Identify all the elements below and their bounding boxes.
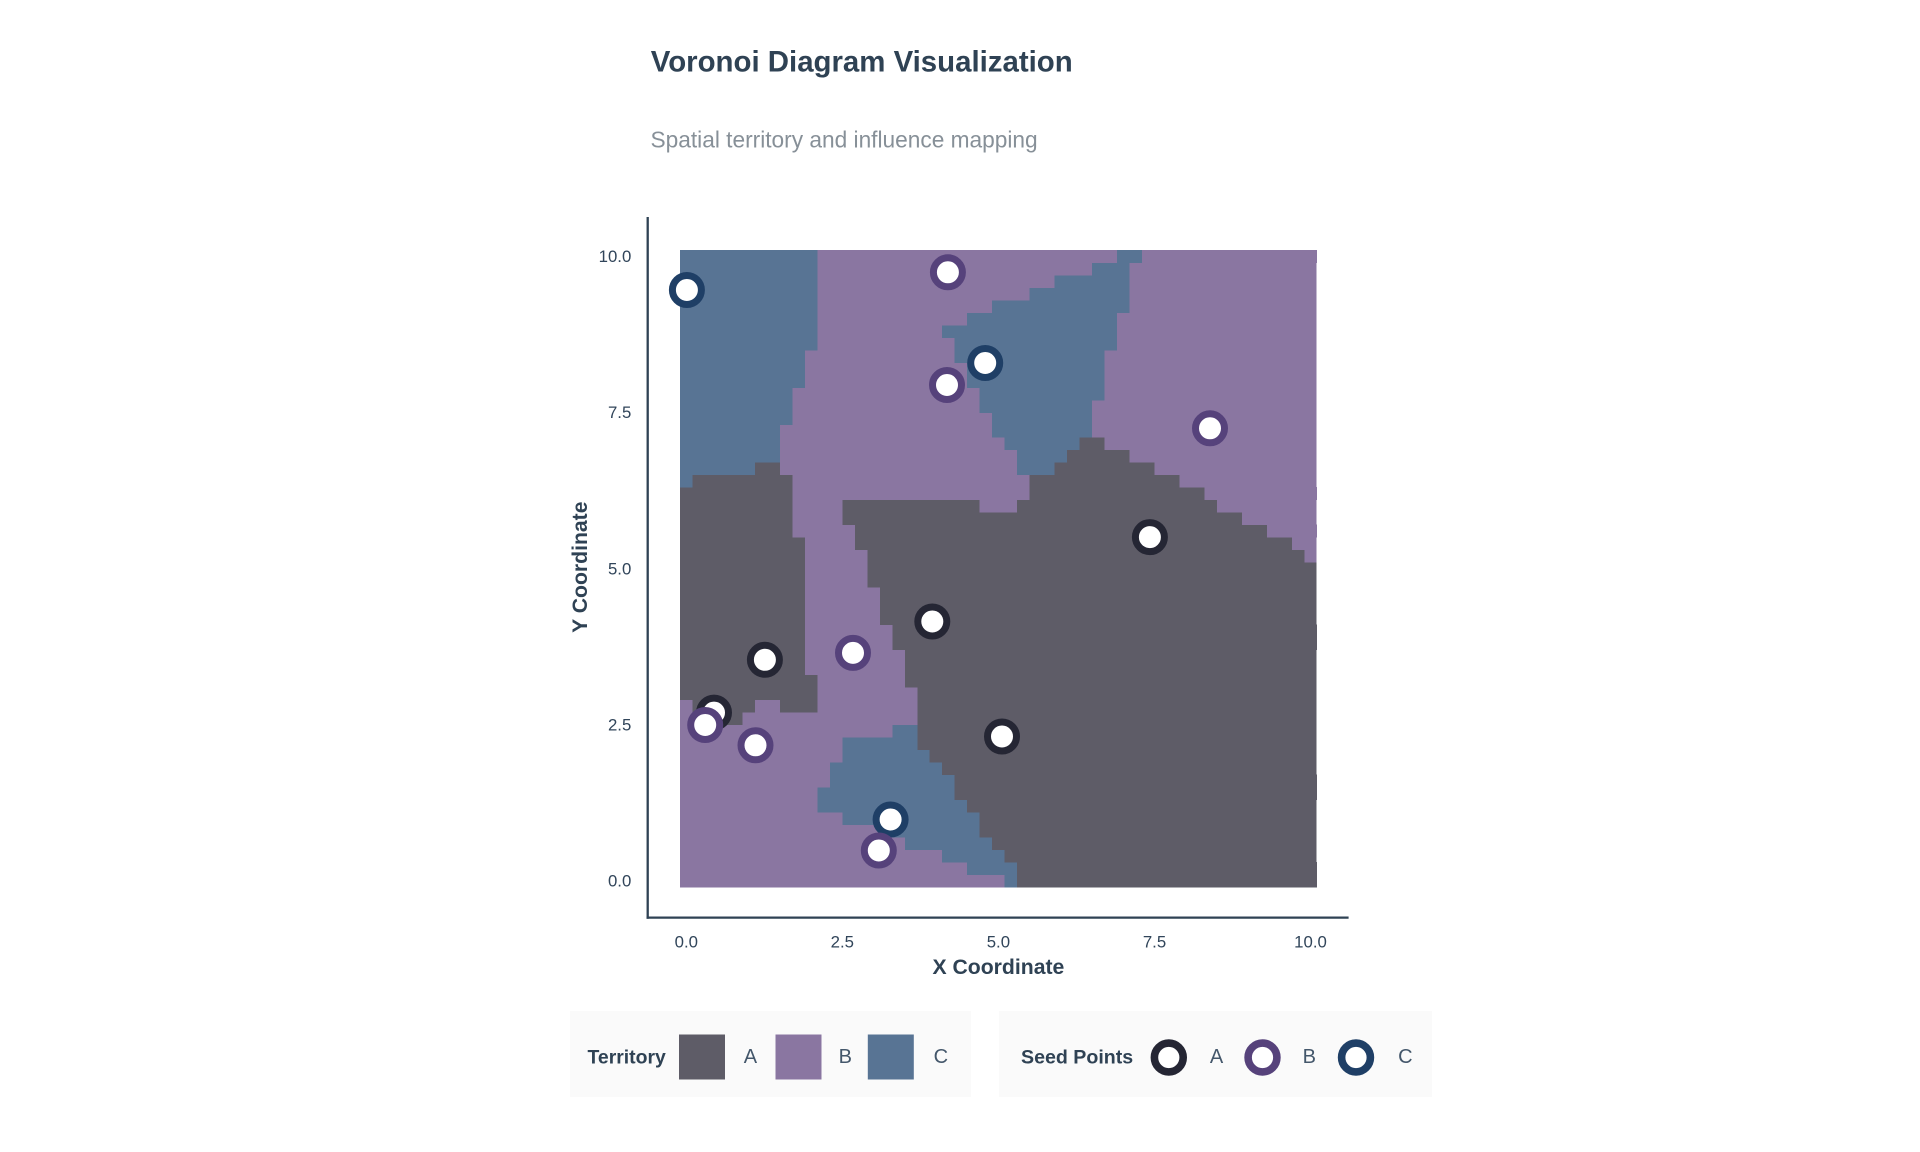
svg-text:Spatial territory and influenc: Spatial territory and influence mapping bbox=[651, 127, 1038, 153]
svg-text:0.0: 0.0 bbox=[608, 872, 631, 891]
svg-text:Y Coordinate: Y Coordinate bbox=[569, 501, 592, 633]
svg-text:Seed Points: Seed Points bbox=[1021, 1046, 1133, 1068]
svg-text:10.0: 10.0 bbox=[599, 247, 632, 266]
svg-text:7.5: 7.5 bbox=[608, 403, 631, 422]
svg-text:C: C bbox=[1398, 1046, 1412, 1068]
svg-text:B: B bbox=[1303, 1046, 1316, 1068]
svg-text:5.0: 5.0 bbox=[608, 559, 631, 578]
svg-text:X Coordinate: X Coordinate bbox=[932, 956, 1064, 979]
svg-text:10.0: 10.0 bbox=[1294, 932, 1327, 951]
svg-text:2.5: 2.5 bbox=[608, 716, 631, 735]
svg-text:Territory: Territory bbox=[588, 1046, 667, 1068]
svg-text:7.5: 7.5 bbox=[1143, 932, 1166, 951]
svg-text:A: A bbox=[744, 1046, 758, 1068]
svg-text:Voronoi Diagram Visualization: Voronoi Diagram Visualization bbox=[651, 46, 1073, 79]
svg-text:C: C bbox=[934, 1046, 948, 1068]
svg-text:2.5: 2.5 bbox=[831, 932, 854, 951]
svg-text:A: A bbox=[1210, 1046, 1224, 1068]
svg-text:B: B bbox=[839, 1046, 852, 1068]
svg-text:0.0: 0.0 bbox=[675, 932, 698, 951]
svg-text:5.0: 5.0 bbox=[987, 932, 1010, 951]
